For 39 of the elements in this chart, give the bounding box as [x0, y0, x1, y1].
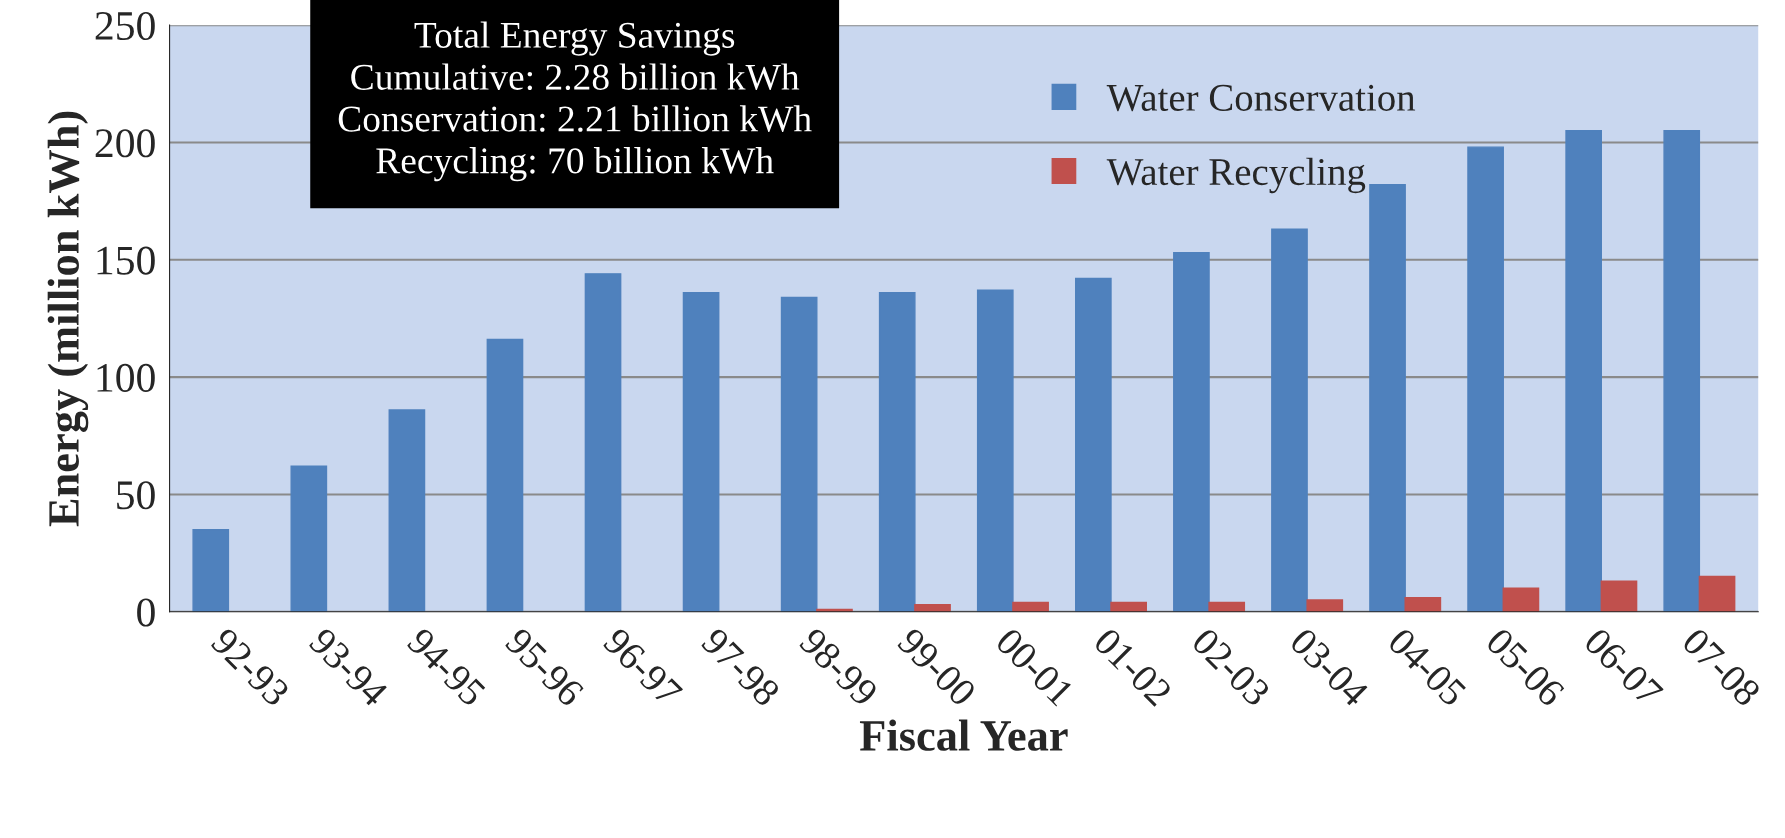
bar [1074, 277, 1112, 612]
bar [1698, 575, 1736, 612]
annotation: Recycling: 70 billion kWh [376, 147, 774, 182]
bar [1110, 601, 1147, 612]
bar [192, 528, 230, 612]
bar [878, 291, 916, 612]
bar [1502, 587, 1540, 612]
bar [1012, 601, 1049, 612]
bar [1306, 599, 1344, 612]
bar [1600, 580, 1638, 612]
bar [1173, 252, 1210, 612]
bar [1271, 228, 1308, 612]
bar [914, 604, 951, 612]
bar [388, 409, 426, 612]
legend-label: Water Recycling [1106, 157, 1366, 194]
annotation: Cumulative: 2.28 billion kWh [351, 63, 800, 91]
bar [1467, 146, 1504, 612]
annotation: Conservation: 2.21 billion kWh [338, 105, 812, 132]
bar [780, 296, 818, 612]
y-tick-label: 200 [95, 129, 155, 158]
bar [584, 273, 622, 612]
legend-label: Water Conservation [1106, 84, 1416, 112]
y-tick-label: 100 [97, 363, 155, 392]
bar [486, 338, 524, 612]
y-tick-label: 50 [117, 481, 155, 510]
annotation: Total Energy Savings [414, 21, 735, 56]
bar [290, 465, 328, 612]
y-axis-title: Energy (million kWh) [47, 111, 89, 527]
bar [1208, 601, 1246, 612]
y-tick-label: 250 [95, 11, 155, 41]
bar [976, 289, 1014, 612]
y-tick-label: 0 [137, 598, 155, 627]
bar [1565, 130, 1603, 612]
x-axis-title: Fiscal Year [859, 719, 1068, 751]
bar [682, 291, 720, 612]
bar [1663, 130, 1701, 612]
bar [1404, 596, 1442, 612]
bar [1369, 184, 1406, 612]
y-tick-label: 150 [97, 246, 155, 275]
